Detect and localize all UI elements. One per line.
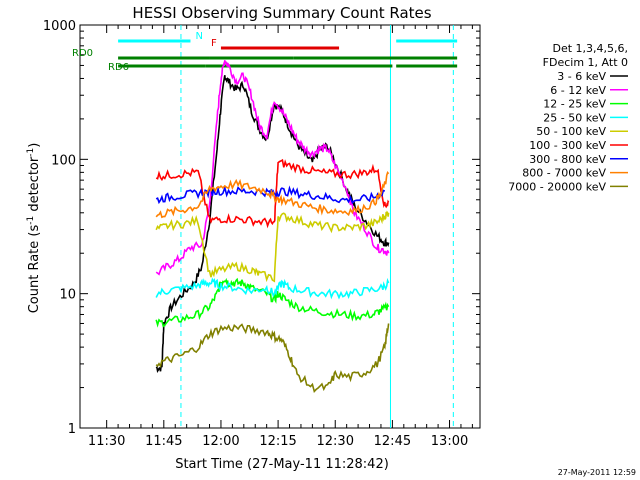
- state-bar-label-rd6: RD6: [108, 62, 129, 73]
- y-axis-label-sup2: -1: [26, 148, 36, 157]
- series-line-5: [155, 158, 390, 229]
- series-line-4: [155, 210, 390, 283]
- x-tick-label: 11:30: [88, 434, 125, 449]
- y-axis-label-main: Count Rate (s: [27, 225, 42, 314]
- state-bar-label-rd0: RD0: [72, 48, 93, 59]
- legend-entry-label: 25 - 50 keV: [543, 111, 606, 124]
- series-line-8: [155, 323, 390, 393]
- legend-header-1: Det 1,3,4,5,6,: [552, 42, 628, 55]
- series-line-1: [155, 60, 390, 276]
- legend-entry-label: 7000 - 20000 keV: [508, 180, 606, 193]
- series-line-3: [155, 277, 390, 300]
- x-tick-label: 13:00: [431, 434, 468, 449]
- chart-title: HESSI Observing Summary Count Rates: [132, 4, 431, 22]
- legend-entry-label: 100 - 300 keV: [529, 139, 606, 152]
- legend-entry-label: 6 - 12 keV: [550, 84, 606, 97]
- state-bar-label-n: N: [195, 31, 202, 42]
- legend-entry-label: 300 - 800 keV: [529, 153, 606, 166]
- y-axis-label-sup1: -1: [26, 216, 36, 225]
- plot-frame: [79, 24, 481, 429]
- x-tick-label: 12:00: [202, 434, 239, 449]
- y-axis-label-end: ): [27, 143, 42, 148]
- x-axis-label: Start Time (27-May-11 11:28:42): [175, 457, 389, 472]
- x-tick-label: 12:30: [317, 434, 354, 449]
- x-tick-label: 12:15: [259, 434, 296, 449]
- state-bar-label-f: F: [211, 38, 217, 49]
- legend-header-2: FDecim 1, Att 0: [543, 56, 628, 69]
- legend-entry-label: 3 - 6 keV: [557, 70, 606, 83]
- y-axis-label: Count Rate (s-1 detector-1): [26, 143, 42, 314]
- x-tick-label: 12:45: [374, 434, 411, 449]
- y-tick-label: 1000: [43, 19, 76, 34]
- footer-timestamp: 27-May-2011 12:59: [557, 468, 636, 477]
- y-tick-label: 1: [68, 422, 76, 437]
- legend-entry-label: 800 - 7000 keV: [522, 167, 606, 180]
- series-line-7: [155, 170, 390, 219]
- series-line-2: [155, 277, 390, 328]
- legend-entry-label: 50 - 100 keV: [536, 125, 606, 138]
- y-tick-label: 100: [51, 153, 76, 168]
- y-axis-label-mid: detector: [27, 156, 42, 216]
- y-tick-label: 10: [59, 288, 76, 303]
- legend: Det 1,3,4,5,6, FDecim 1, Att 0 3 - 6 keV…: [508, 42, 628, 193]
- legend-entry-label: 12 - 25 keV: [543, 98, 606, 111]
- x-tick-label: 11:45: [145, 434, 182, 449]
- plot-area: 11:30 11:45 12:00 12:15 12:30 12:45 13:00 1 10 10…: [43, 19, 481, 449]
